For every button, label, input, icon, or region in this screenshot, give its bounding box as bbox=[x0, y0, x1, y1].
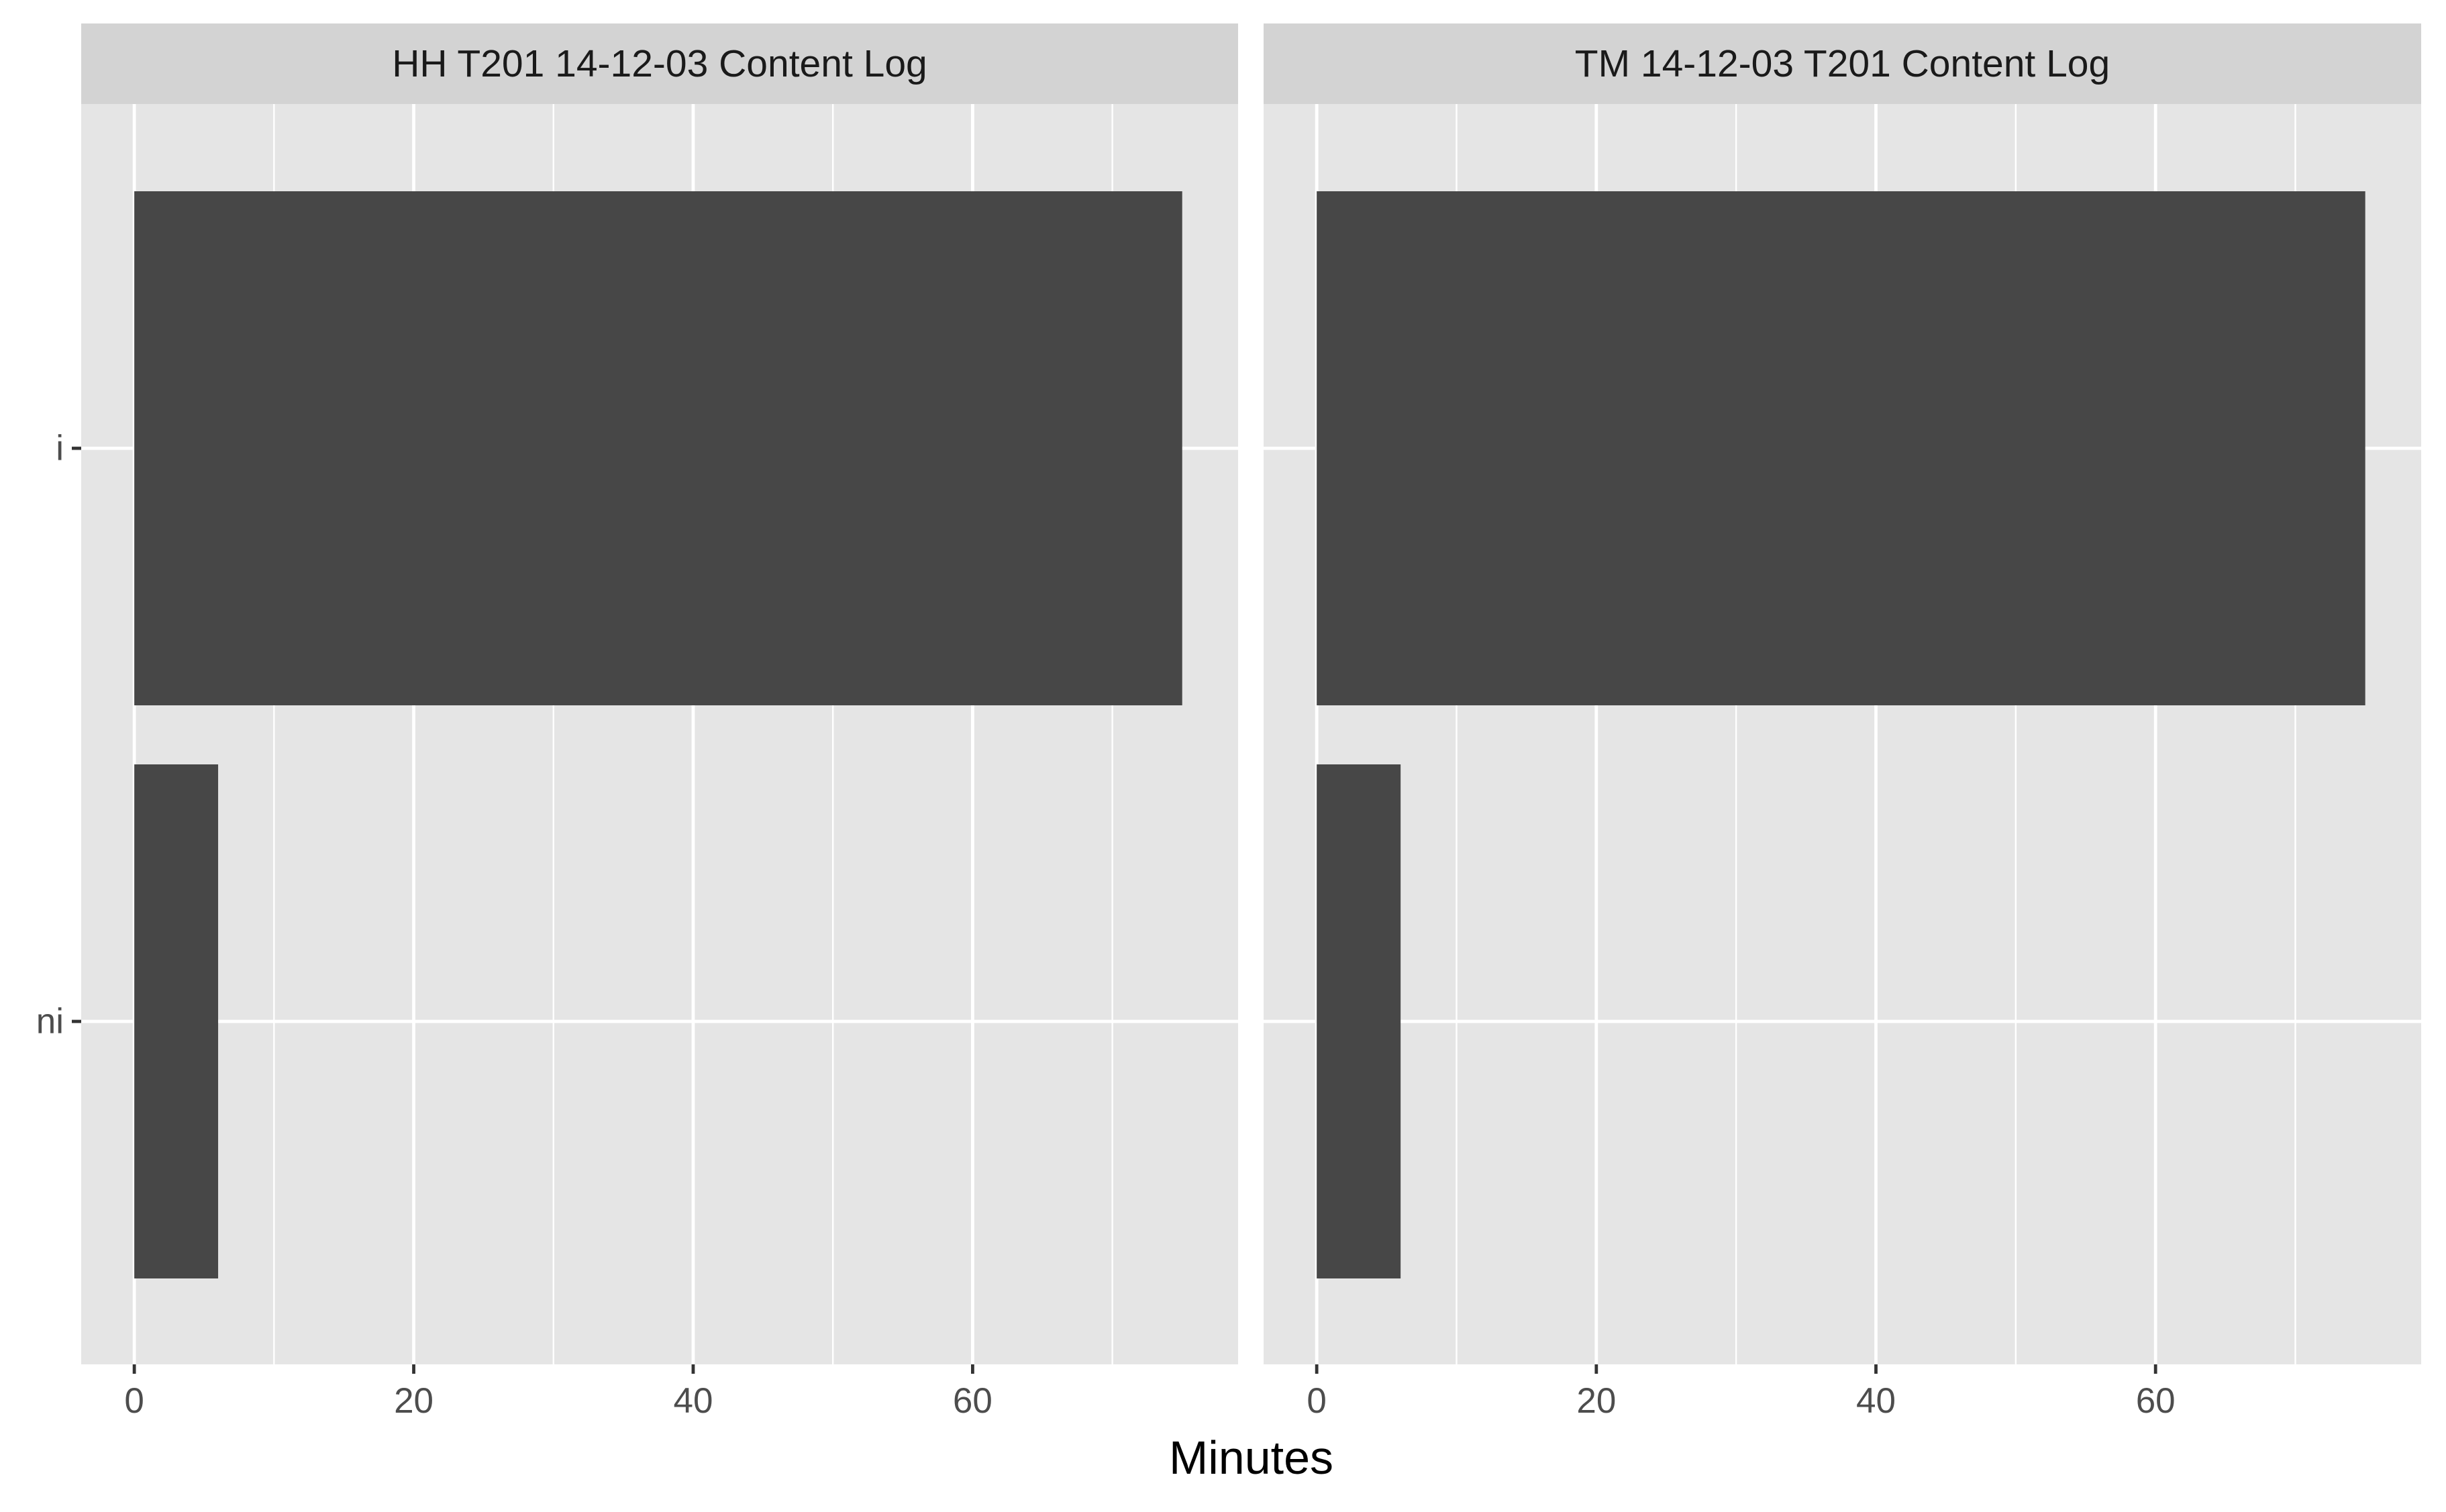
x-tick-label: 60 bbox=[953, 1381, 992, 1421]
x-axis-title: Minutes bbox=[1169, 1431, 1333, 1484]
bar-ni bbox=[1317, 764, 1401, 1278]
facet-strip bbox=[81, 23, 1238, 104]
facet-panel-2: TM 14-12-03 T201 Content Log 0 20 40 60 bbox=[1264, 23, 2421, 1421]
facet-panel-1: HH T201 14-12-03 Content Log 0 20 40 60 bbox=[81, 23, 1238, 1421]
x-tick-label: 0 bbox=[1307, 1381, 1326, 1421]
facet-title: TM 14-12-03 T201 Content Log bbox=[1575, 42, 2110, 85]
facet-title: HH T201 14-12-03 Content Log bbox=[392, 42, 927, 85]
x-tick-label: 20 bbox=[394, 1381, 434, 1421]
facet-strip bbox=[1264, 23, 2421, 104]
y-tick-label-ni: ni bbox=[36, 1002, 64, 1042]
x-tick-label: 60 bbox=[2136, 1381, 2176, 1421]
x-tick-label: 40 bbox=[1856, 1381, 1896, 1421]
y-tick-label-i: i bbox=[56, 429, 64, 468]
bar-i bbox=[1317, 191, 2365, 705]
x-tick-label: 40 bbox=[673, 1381, 713, 1421]
x-tick-label: 20 bbox=[1576, 1381, 1616, 1421]
x-tick-label: 0 bbox=[124, 1381, 144, 1421]
bar-ni bbox=[134, 764, 219, 1278]
bar-i bbox=[134, 191, 1182, 705]
